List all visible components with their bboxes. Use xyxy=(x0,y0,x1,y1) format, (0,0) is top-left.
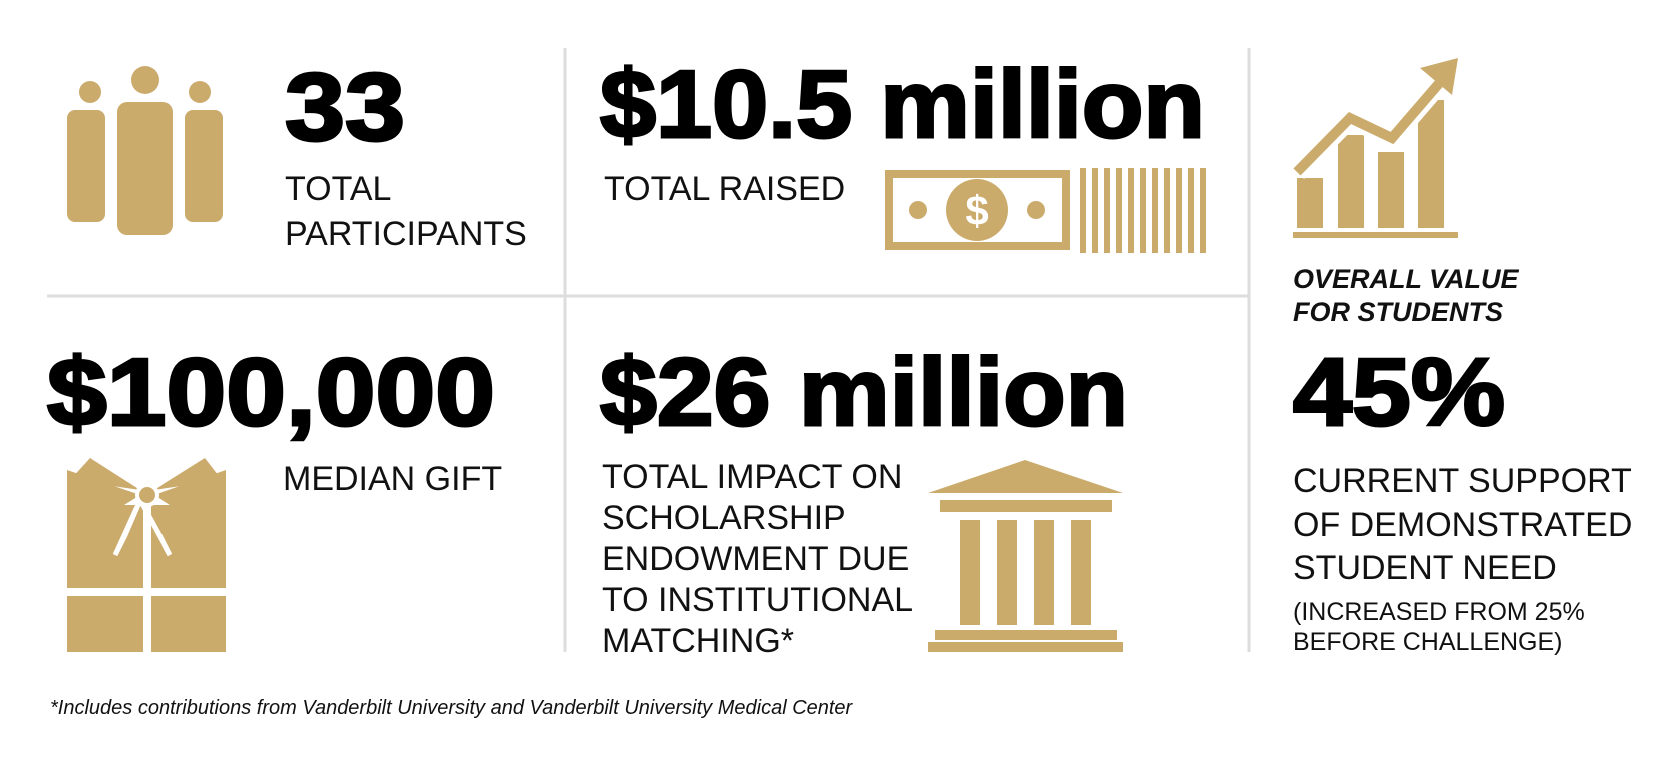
growth-icon xyxy=(1289,58,1458,238)
heading: OVERALL VALUE xyxy=(1293,264,1520,294)
stat-label: TOTAL xyxy=(285,170,391,208)
stat-label: TO INSTITUTIONAL xyxy=(602,581,913,619)
stat-value: $10.5 million xyxy=(600,51,1205,158)
note: (INCREASED FROM 25% xyxy=(1293,598,1585,626)
stat-value: $100,000 xyxy=(47,339,495,446)
stat-label: TOTAL RAISED xyxy=(604,170,845,208)
stat-label: OF DEMONSTRATED xyxy=(1293,506,1632,544)
svg-text:$: $ xyxy=(965,187,988,234)
stat-label: STUDENT NEED xyxy=(1293,549,1557,587)
heading: FOR STUDENTS xyxy=(1293,297,1503,327)
stat-label: CURRENT SUPPORT xyxy=(1293,462,1632,500)
stat-value: 33 xyxy=(285,54,405,161)
stat-label: SCHOLARSHIP xyxy=(602,499,846,537)
stat-label: MEDIAN GIFT xyxy=(283,460,502,498)
stat-value: $26 million xyxy=(600,339,1128,446)
note: BEFORE CHALLENGE) xyxy=(1293,628,1563,656)
stat-label: PARTICIPANTS xyxy=(285,215,527,253)
building-icon xyxy=(928,460,1123,652)
stat-value: 45% xyxy=(1293,339,1505,446)
money-icon: $ xyxy=(885,168,1206,253)
stat-label: MATCHING* xyxy=(602,622,794,660)
stat-label: TOTAL IMPACT ON xyxy=(602,458,902,496)
stat-label: ENDOWMENT DUE xyxy=(602,540,909,578)
people-icon xyxy=(67,66,223,235)
gift-icon xyxy=(67,458,226,652)
footnote: *Includes contributions from Vanderbilt … xyxy=(50,697,854,719)
